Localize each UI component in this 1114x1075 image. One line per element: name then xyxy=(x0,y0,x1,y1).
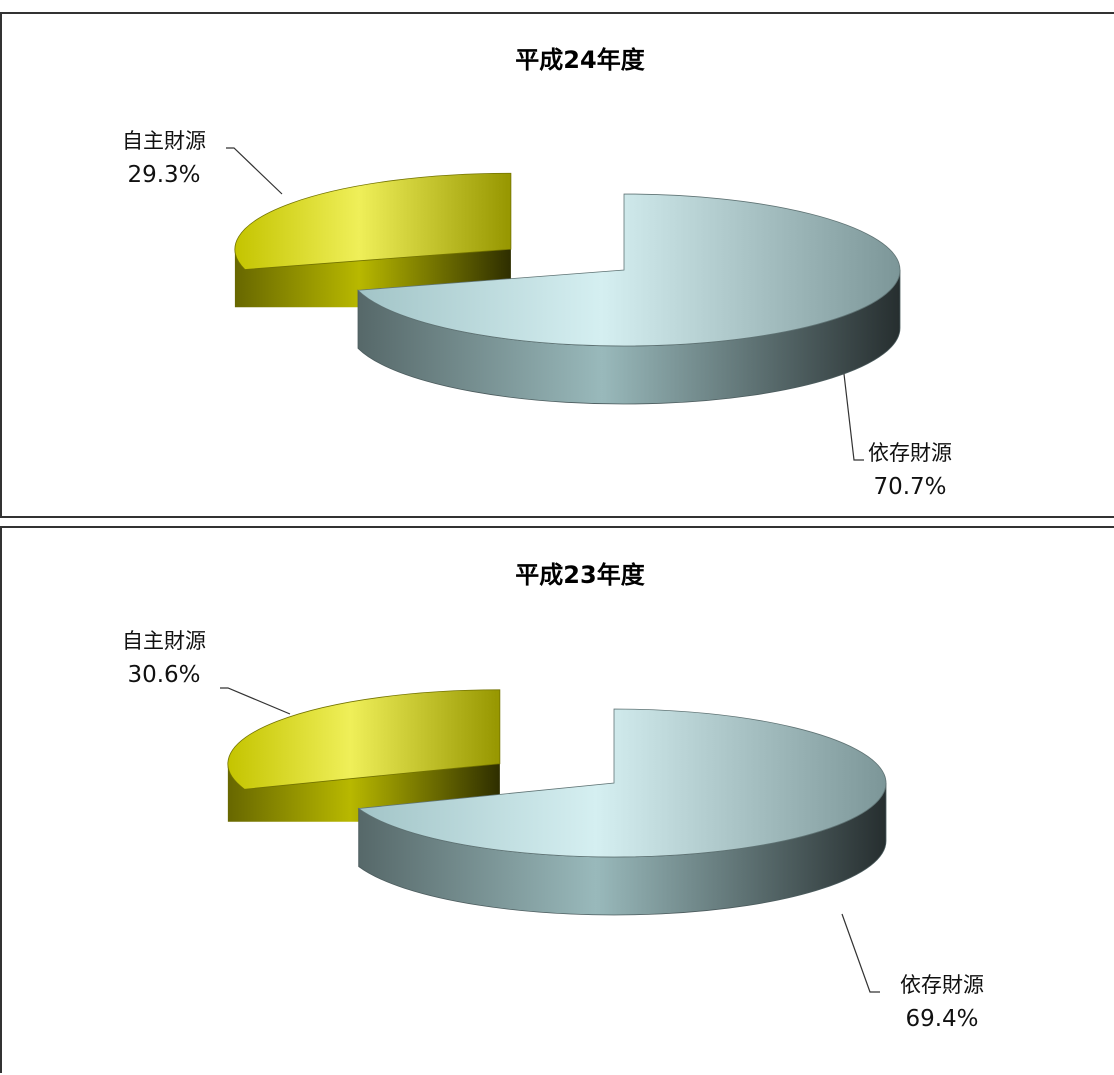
leader-line xyxy=(220,687,291,715)
chart-panel-2011: 平成23年度 自主財源 30.6% 依存財源 69.4% xyxy=(0,526,1114,1073)
slice-category-label: 依存財源 xyxy=(900,973,984,997)
slice-value-label: 30.6% xyxy=(127,662,200,688)
slice-top xyxy=(357,708,887,858)
pie-slice-dependent-revenue xyxy=(357,708,887,916)
slice-top xyxy=(357,193,901,347)
slice-value-label: 70.7% xyxy=(873,474,946,500)
pie-chart-2011: 平成23年度 自主財源 30.6% 依存財源 69.4% xyxy=(122,561,984,1032)
pie-slice-dependent-revenue xyxy=(357,193,901,405)
chart-title: 平成23年度 xyxy=(515,561,645,589)
leader-line xyxy=(841,913,880,993)
slice-category-label: 依存財源 xyxy=(868,441,952,465)
slice-top xyxy=(227,689,501,790)
slice-category-label: 自主財源 xyxy=(122,129,206,153)
leader-line xyxy=(843,373,864,461)
slice-value-label: 69.4% xyxy=(905,1006,978,1032)
chart-panel-2012: 平成24年度 自主財源 29.3% 依存財源 70.7% xyxy=(0,12,1114,518)
slice-category-label: 自主財源 xyxy=(122,629,206,653)
slice-value-label: 29.3% xyxy=(127,162,200,188)
pie-chart-2012: 平成24年度 自主財源 29.3% 依存財源 70.7% xyxy=(122,46,952,500)
leader-line xyxy=(226,147,283,195)
chart-title: 平成24年度 xyxy=(515,46,645,74)
slice-top xyxy=(234,172,512,270)
